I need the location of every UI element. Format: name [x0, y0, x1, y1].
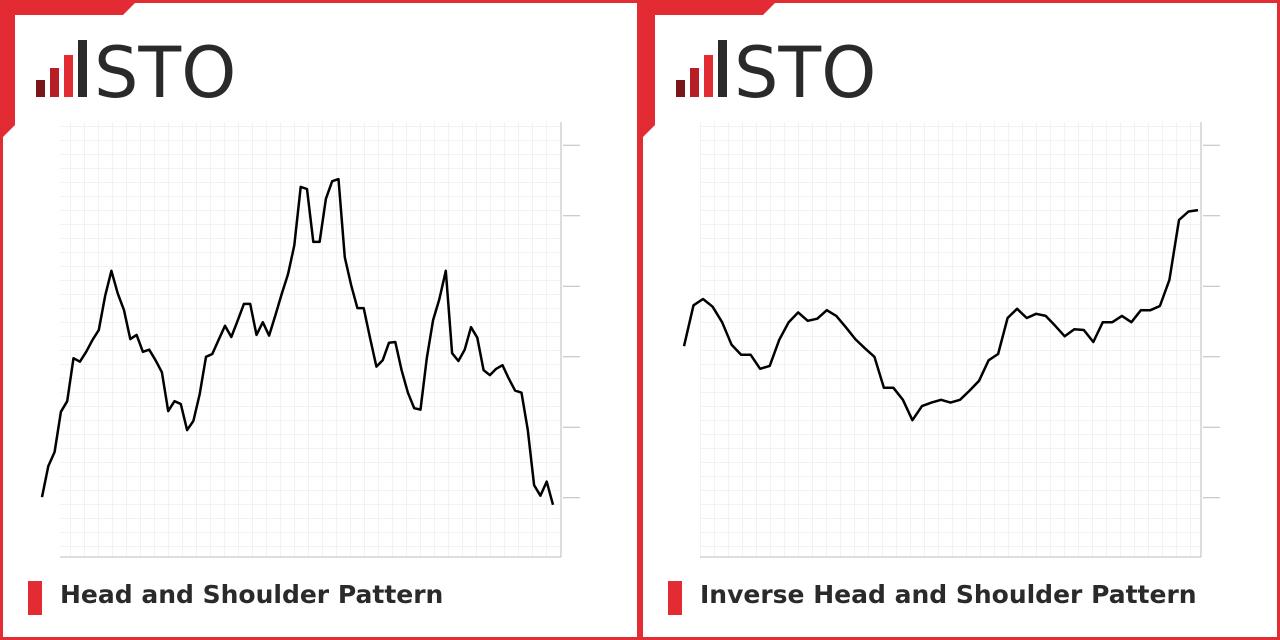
logo-bar	[36, 80, 45, 97]
logo-bar	[78, 40, 87, 97]
corner-accent	[640, 0, 778, 140]
logo-bar	[64, 55, 73, 97]
price-line	[682, 208, 1199, 422]
chart-title: Head and Shoulder Pattern	[60, 580, 443, 609]
logo-bar	[718, 40, 727, 97]
chart-title: Inverse Head and Shoulder Pattern	[700, 580, 1197, 609]
logo-text: STO	[94, 32, 236, 114]
legend-swatch	[668, 581, 682, 615]
logo-text: STO	[734, 32, 876, 114]
logo-bar	[50, 68, 59, 97]
logo-bar	[676, 80, 685, 97]
legend-swatch	[28, 581, 42, 615]
corner-accent	[0, 0, 138, 140]
logo-bar	[690, 68, 699, 97]
plot-grid	[700, 122, 1200, 557]
panel: STO Inverse Head and Shoulder Pattern	[640, 0, 1280, 640]
plot-grid	[60, 122, 560, 557]
panel: STO Head and Shoulder Pattern	[0, 0, 640, 640]
price-line	[40, 177, 555, 506]
logo-bar	[704, 55, 713, 97]
